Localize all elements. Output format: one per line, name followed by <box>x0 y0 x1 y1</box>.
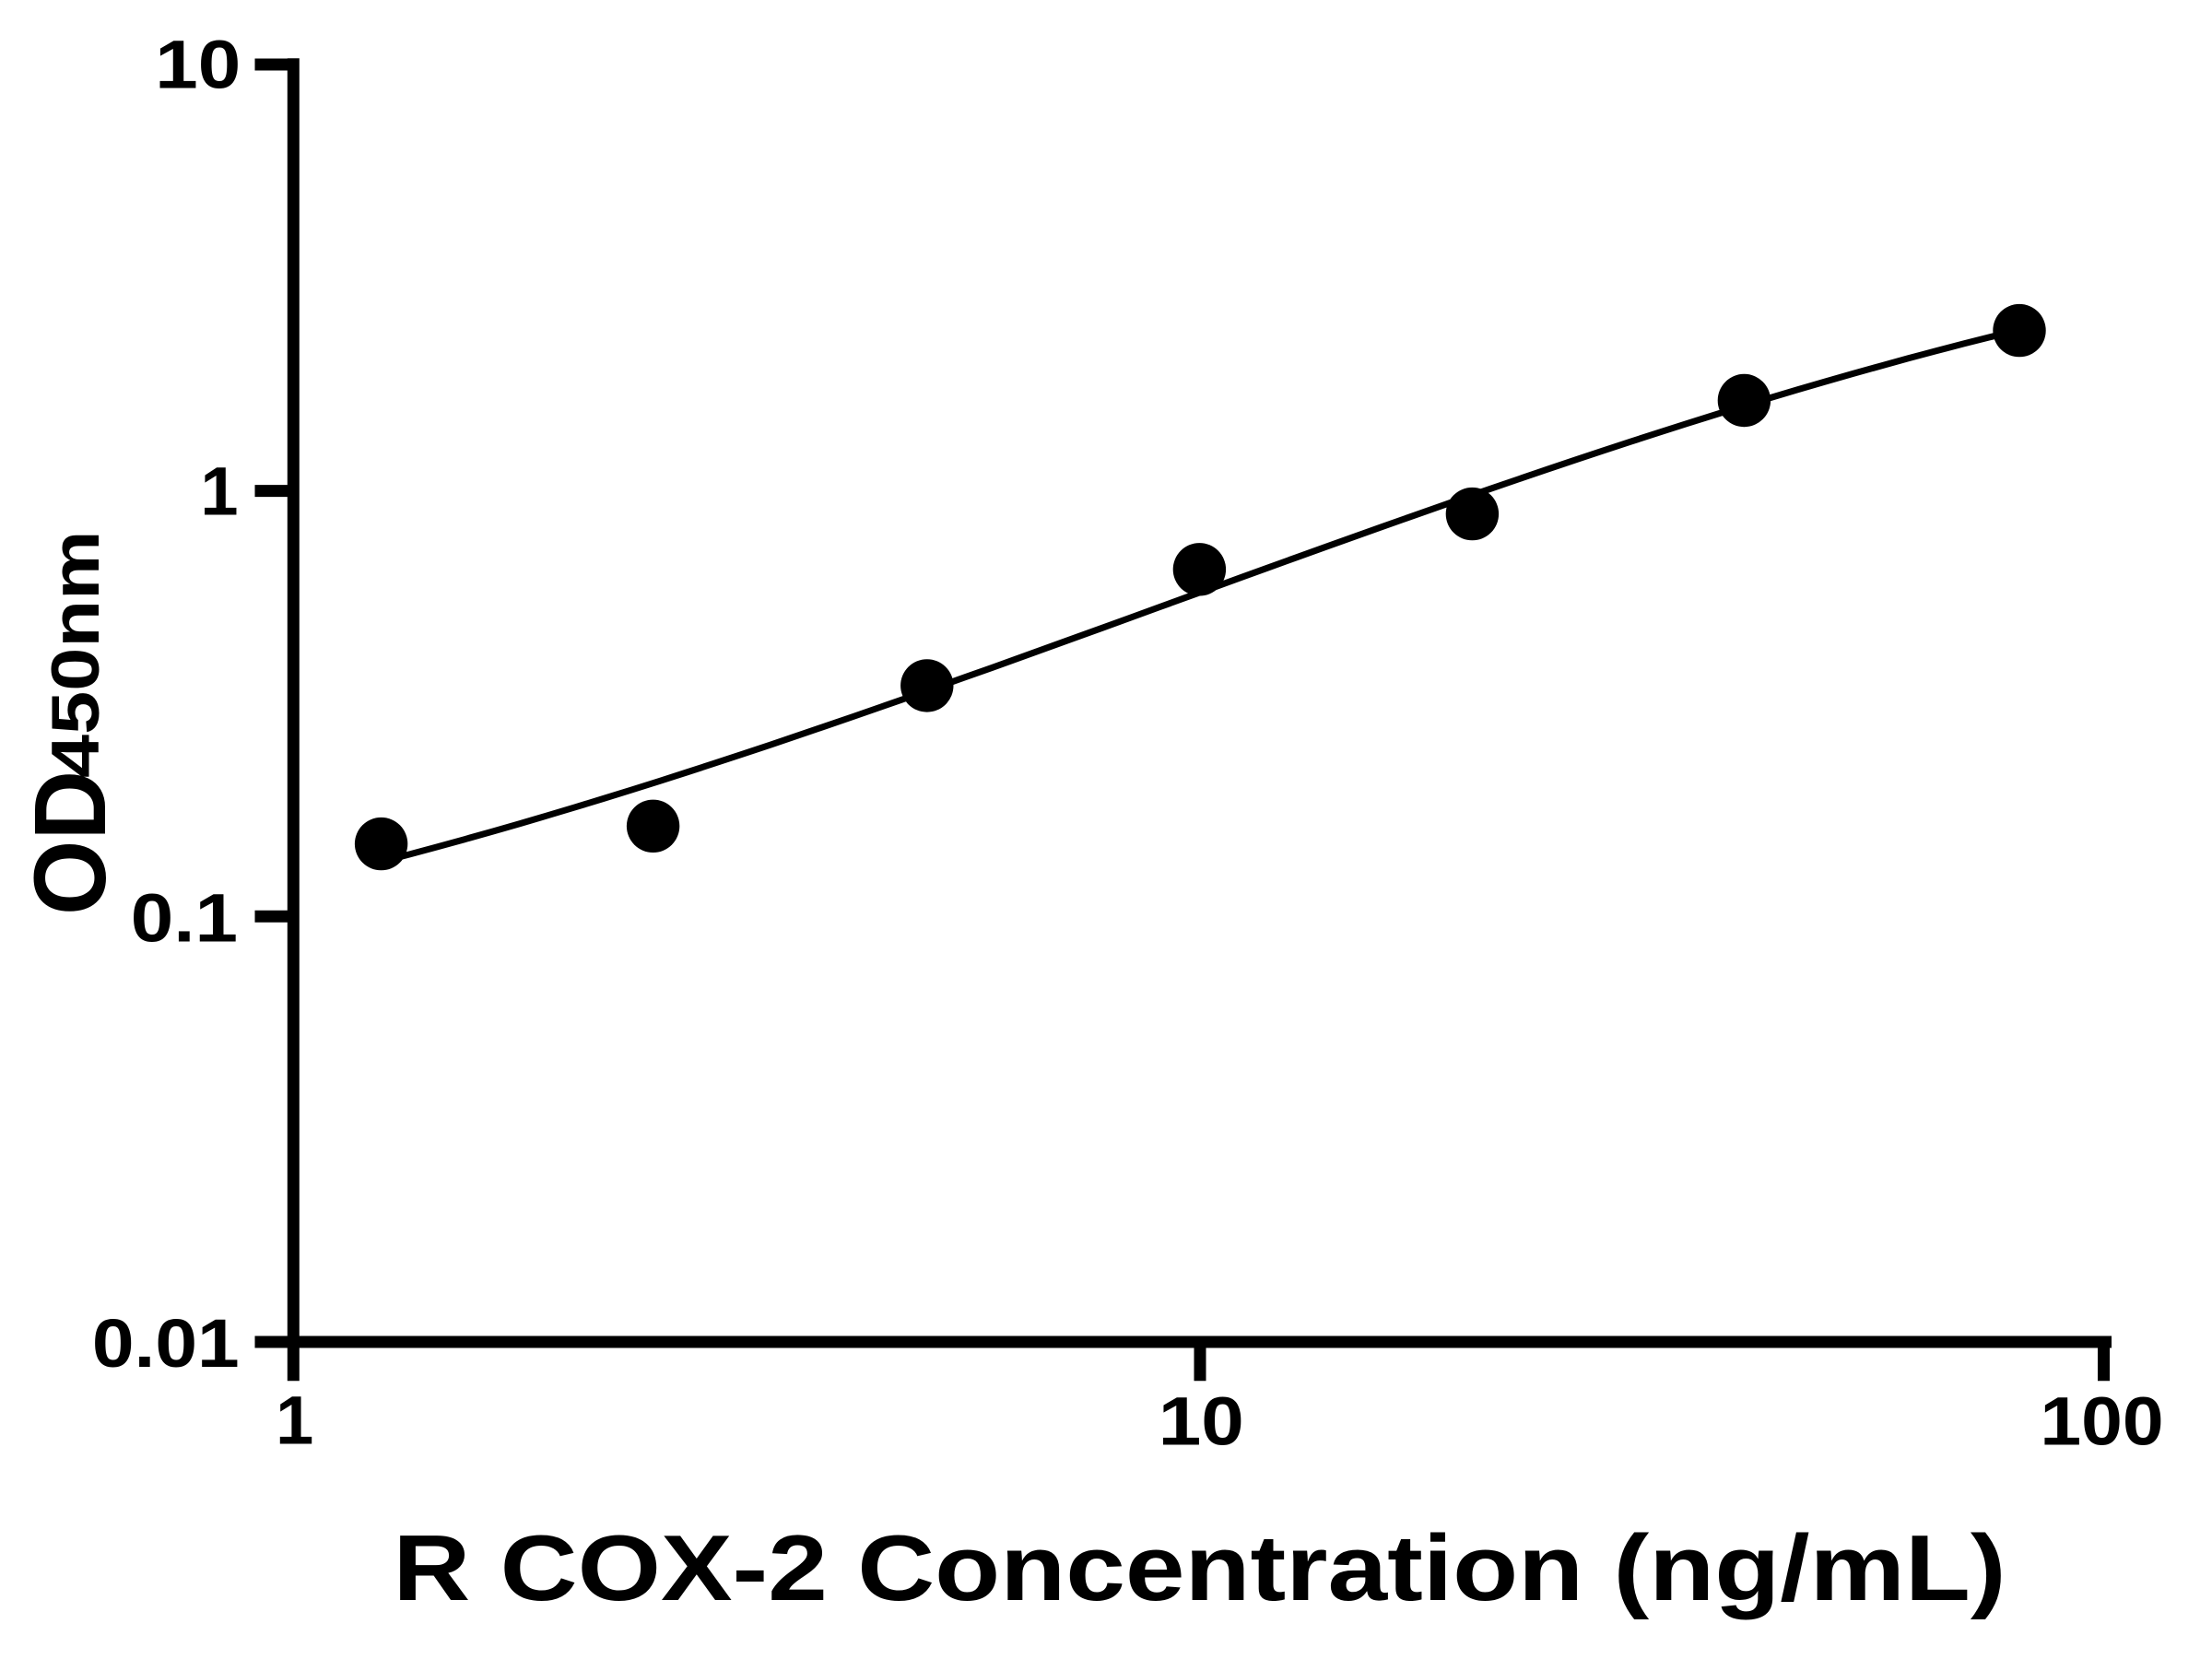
svg-text:1: 1 <box>276 1382 313 1459</box>
svg-text:R COX-2 Concentration (ng/mL): R COX-2 Concentration (ng/mL) <box>393 1516 2006 1620</box>
svg-text:10: 10 <box>155 27 241 102</box>
svg-text:0.01: 0.01 <box>92 1305 240 1382</box>
svg-text:OD: OD <box>14 771 127 915</box>
svg-text:10: 10 <box>1159 1383 1244 1459</box>
svg-text:1: 1 <box>200 453 238 530</box>
svg-text:0.1: 0.1 <box>131 880 238 956</box>
svg-text:100: 100 <box>2040 1383 2163 1459</box>
svg-text:450nm: 450nm <box>38 531 113 778</box>
